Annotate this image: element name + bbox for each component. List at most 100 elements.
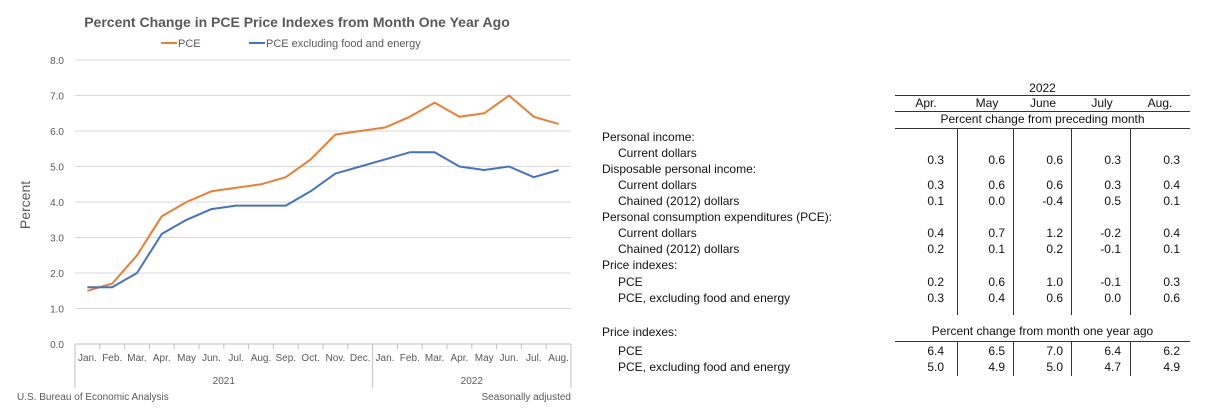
table-cell: 0.3 — [1104, 153, 1121, 167]
table-rule — [895, 128, 1190, 129]
table-row-label: Price indexes: — [602, 258, 678, 272]
table-cell: 4.7 — [1104, 360, 1121, 374]
table-cell: -0.1 — [1100, 275, 1121, 289]
table-row-label: Price indexes: — [602, 325, 678, 339]
table-cell: 0.6 — [1046, 153, 1063, 167]
y-tick-label: 2.0 — [50, 269, 64, 280]
table-cell: 0.3 — [927, 153, 944, 167]
y-tick-label: 3.0 — [50, 234, 64, 245]
table-column-rule — [1013, 129, 1014, 315]
y-tick-label: 1.0 — [50, 305, 64, 316]
table-cell: 6.5 — [988, 344, 1005, 358]
table-cell: 0.3 — [1104, 178, 1121, 192]
x-tick-label: Feb. — [102, 353, 122, 364]
table-subheader-monthly: Percent change from preceding month — [940, 112, 1145, 126]
x-tick-label: Mar. — [127, 353, 146, 364]
table-cell: 0.3 — [927, 291, 944, 305]
table-month-header: Apr. — [915, 96, 937, 110]
y-tick-label: 6.0 — [50, 127, 64, 138]
x-tick-label: Apr. — [153, 353, 171, 364]
table-row-label: PCE — [618, 275, 643, 289]
y-tick-label: 8.0 — [50, 56, 64, 67]
table-cell: 0.4 — [927, 226, 944, 240]
chart-legend: PCE PCE excluding food and energy — [161, 38, 421, 50]
source-note: U.S. Bureau of Economic Analysis — [17, 392, 169, 403]
x-tick-label: Jul. — [228, 353, 244, 364]
table-row-label: Current dollars — [618, 226, 697, 240]
table-cell: 0.2 — [1046, 242, 1063, 256]
table-cell: 0.6 — [1046, 178, 1063, 192]
table-row-label: PCE — [618, 344, 643, 358]
x-tick-label: Aug. — [251, 353, 272, 364]
table-row-label: Current dollars — [618, 146, 697, 160]
table-cell: 7.0 — [1046, 344, 1063, 358]
table-month-header: May — [975, 96, 999, 110]
table-cell: 0.1 — [988, 242, 1005, 256]
table-cell: -0.2 — [1100, 226, 1121, 240]
table-cell: 0.1 — [927, 194, 944, 208]
table-cell: -0.4 — [1042, 194, 1063, 208]
table-cell: 0.3 — [1163, 275, 1180, 289]
table-cell: 5.0 — [1046, 360, 1063, 374]
table-cell: 0.4 — [988, 291, 1005, 305]
table-cell: 0.1 — [1163, 242, 1180, 256]
table-column-rule — [957, 342, 958, 376]
table-cell: 0.7 — [988, 226, 1005, 240]
chart-title: Percent Change in PCE Price Indexes from… — [84, 14, 510, 30]
table-year-header: 2022 — [1029, 81, 1056, 95]
legend-label-core: PCE excluding food and energy — [266, 38, 421, 50]
table-cell: 0.5 — [1104, 194, 1121, 208]
x-tick-label: Jun. — [500, 353, 519, 364]
series-line-pce — [87, 94, 559, 292]
y-axis-label: Percent — [17, 181, 33, 229]
table-cell: 0.6 — [1046, 291, 1063, 305]
table-column-rule — [1013, 342, 1014, 376]
table-column-rule — [1130, 129, 1131, 315]
x-year-label: 2022 — [461, 376, 484, 387]
table-cell: 0.6 — [988, 275, 1005, 289]
table-cell: 0.0 — [1104, 291, 1121, 305]
table-month-header: June — [1029, 96, 1057, 110]
y-tick-label: 0.0 — [50, 340, 64, 351]
table-cell: 0.1 — [1163, 194, 1180, 208]
table-row-label: PCE, excluding food and energy — [618, 360, 791, 374]
x-tick-label: Feb. — [400, 353, 420, 364]
seasonal-note: Seasonally adjusted — [481, 392, 571, 403]
table-row-label: Chained (2012) dollars — [618, 194, 740, 208]
table-cell: 0.2 — [927, 242, 944, 256]
table-cell: 1.0 — [1046, 275, 1063, 289]
table-row-label: Personal consumption expenditures (PCE): — [602, 210, 833, 224]
table-cell: 4.9 — [1163, 360, 1180, 374]
series-line-pce-core — [87, 151, 559, 289]
x-year-label: 2021 — [213, 376, 236, 387]
x-tick-label: Oct. — [301, 353, 319, 364]
x-tick-label: Jul. — [526, 353, 542, 364]
table-column-rule — [1071, 342, 1072, 376]
table-row-label: Personal income: — [602, 130, 695, 144]
y-tick-label: 7.0 — [50, 92, 64, 103]
table-row-label: Disposable personal income: — [602, 162, 757, 176]
table-column-rule — [1130, 342, 1131, 376]
x-tick-label: Nov. — [325, 353, 345, 364]
table-column-rule — [957, 129, 958, 315]
table-rule — [895, 95, 1190, 96]
x-tick-label: Jun. — [202, 353, 221, 364]
table-cell: 6.4 — [927, 344, 944, 358]
table-month-header: July — [1091, 96, 1113, 110]
table-row-label: Chained (2012) dollars — [618, 242, 740, 256]
table-cell: 0.0 — [988, 194, 1005, 208]
x-tick-label: Dec. — [350, 353, 371, 364]
x-tick-label: May — [177, 353, 196, 364]
table-cell: 0.3 — [927, 178, 944, 192]
table-cell: 1.2 — [1046, 226, 1063, 240]
table-column-rule — [1071, 129, 1072, 315]
y-tick-label: 4.0 — [50, 198, 64, 209]
table-cell: 6.2 — [1163, 344, 1180, 358]
table-cell: 0.4 — [1163, 226, 1180, 240]
table-cell: 0.4 — [1163, 178, 1180, 192]
x-tick-label: Jan. — [376, 353, 395, 364]
x-tick-label: May — [475, 353, 494, 364]
table-cell: 0.6 — [1163, 291, 1180, 305]
table-subheader-yearly: Percent change from month one year ago — [931, 324, 1154, 338]
table-rule — [895, 341, 1190, 342]
